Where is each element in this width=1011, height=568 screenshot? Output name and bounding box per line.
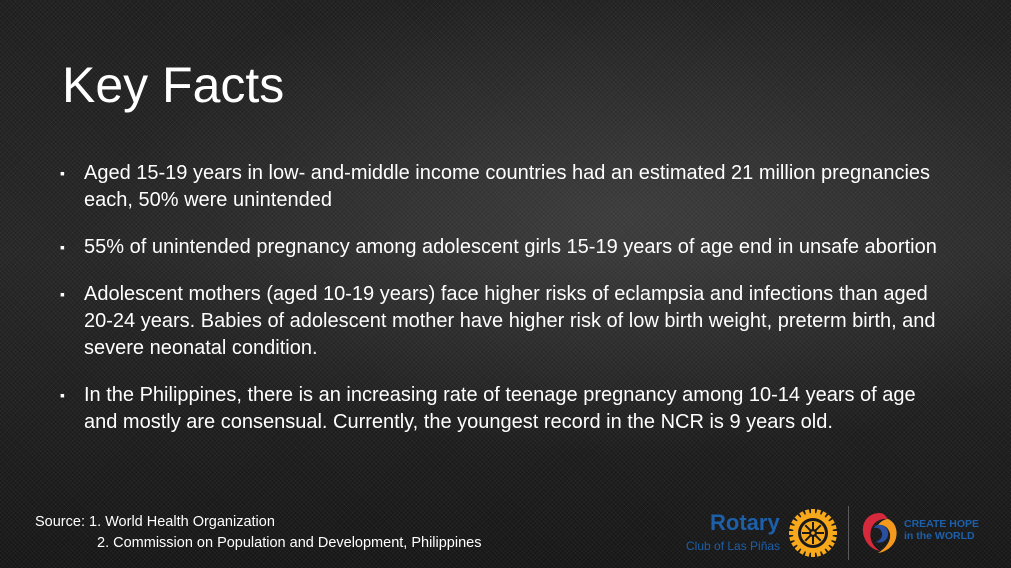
rotary-wheel-icon — [789, 509, 837, 557]
footer-logos: Rotary Club of Las Piñas CR — [684, 504, 994, 562]
source-line-2: 2. Commission on Population and Developm… — [97, 535, 482, 551]
bullet-list: ▪ Aged 15-19 years in low- and-middle in… — [60, 160, 950, 456]
bullet-item: ▪ 55% of unintended pregnancy among adol… — [60, 234, 950, 261]
bullet-item: ▪ Aged 15-19 years in low- and-middle in… — [60, 160, 950, 214]
bullet-item: ▪ Adolescent mothers (aged 10-19 years) … — [60, 281, 950, 362]
logo-divider — [848, 506, 849, 560]
source-line-1: Source: 1. World Health Organization — [35, 514, 275, 530]
create-hope-line-1: CREATE HOPE — [904, 518, 980, 530]
bullet-text: Adolescent mothers (aged 10-19 years) fa… — [84, 283, 936, 359]
bullet-text: In the Philippines, there is an increasi… — [84, 384, 916, 433]
slide-title: Key Facts — [62, 57, 285, 113]
bullet-text: 55% of unintended pregnancy among adoles… — [84, 236, 937, 258]
bullet-marker-icon: ▪ — [60, 165, 65, 181]
source-citation: Source: 1. World Health Organization 2. … — [35, 512, 481, 554]
bullet-text: Aged 15-19 years in low- and-middle inco… — [84, 162, 931, 211]
create-hope-mark-icon — [862, 513, 897, 553]
create-hope-text: CREATE HOPE in the WORLD — [904, 518, 994, 542]
bullet-item: ▪ In the Philippines, there is an increa… — [60, 382, 950, 436]
rotary-wordmark: Rotary — [710, 510, 780, 535]
bullet-marker-icon: ▪ — [60, 286, 65, 302]
bullet-marker-icon: ▪ — [60, 239, 65, 255]
rotary-club-name: Club of Las Piñas — [686, 539, 781, 553]
bullet-marker-icon: ▪ — [60, 387, 65, 403]
create-hope-line-2: in the WORLD — [904, 530, 975, 542]
